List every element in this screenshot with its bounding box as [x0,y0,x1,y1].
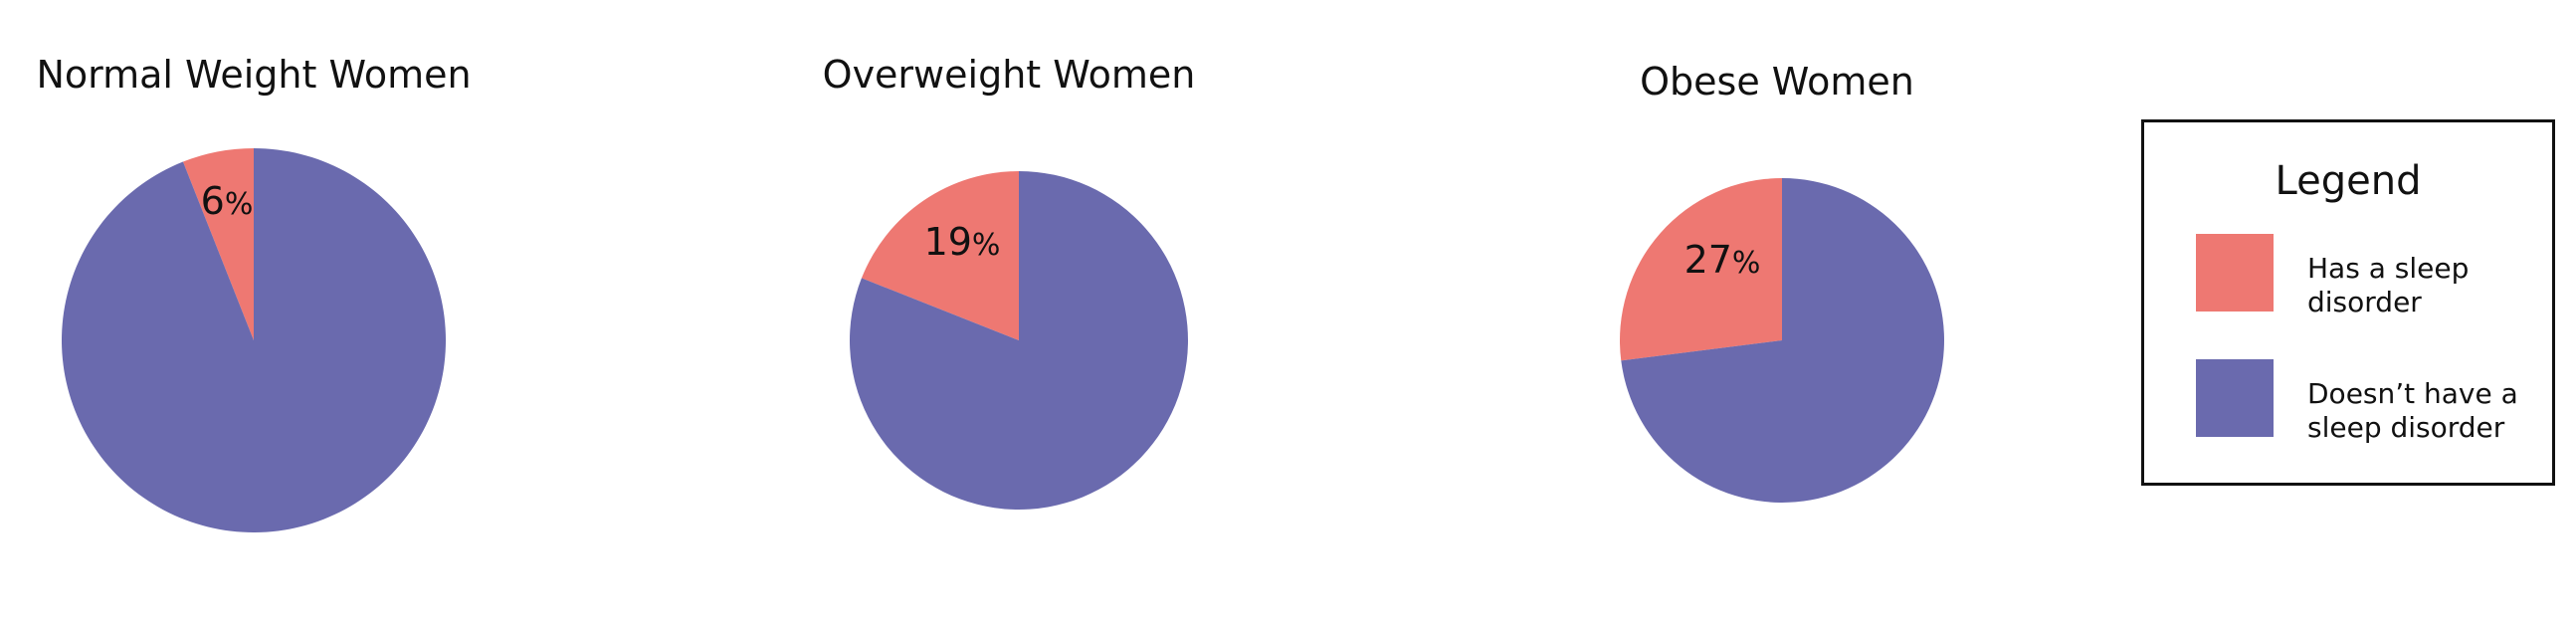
legend-label-no-disorder: Doesn’t have a sleep disorder [2307,377,2518,444]
pie-slice-overweight-has-disorder [861,171,1019,340]
slice-value-normal-weight: 6 [201,179,225,223]
pie-chart-normal-weight: Normal Weight Women 6% [36,53,472,532]
pie-chart-obese: Obese Women 27% [1619,60,1944,503]
pie-slice-obese-no-disorder [1621,178,1944,503]
pie-chart-overweight: Overweight Women 19% [823,53,1196,510]
pie-title-overweight: Overweight Women [823,53,1196,97]
pie-slices-overweight [850,171,1189,510]
slice-label-normal-weight: 6% [201,179,254,223]
slice-unit-obese: % [1732,246,1761,281]
pie-slice-obese-has-disorder [1619,178,1782,361]
slice-unit-overweight: % [972,228,1001,263]
slice-value-obese: 27 [1684,238,1732,282]
pie-slices-obese [1619,178,1944,503]
slice-label-obese: 27% [1684,238,1761,282]
pie-title-obese: Obese Women [1640,60,1914,104]
pie-slices-normal-weight [61,148,447,532]
legend: Legend Has a sleep disorder Doesn’t have… [2141,119,2555,486]
pie-slice-normal-weight-no-disorder [61,148,447,532]
legend-swatch-no-disorder [2196,359,2274,437]
slice-value-overweight: 19 [924,220,972,264]
legend-swatch-has-disorder [2196,234,2274,312]
legend-label-has-disorder: Has a sleep disorder [2307,252,2470,318]
pie-slice-overweight-no-disorder [850,171,1189,510]
pie-title-normal-weight: Normal Weight Women [36,53,471,97]
pie-slice-normal-weight-has-disorder [182,148,254,340]
legend-title: Legend [2275,158,2422,204]
slice-unit-normal-weight: % [225,187,254,222]
slice-label-overweight: 19% [924,220,1001,264]
